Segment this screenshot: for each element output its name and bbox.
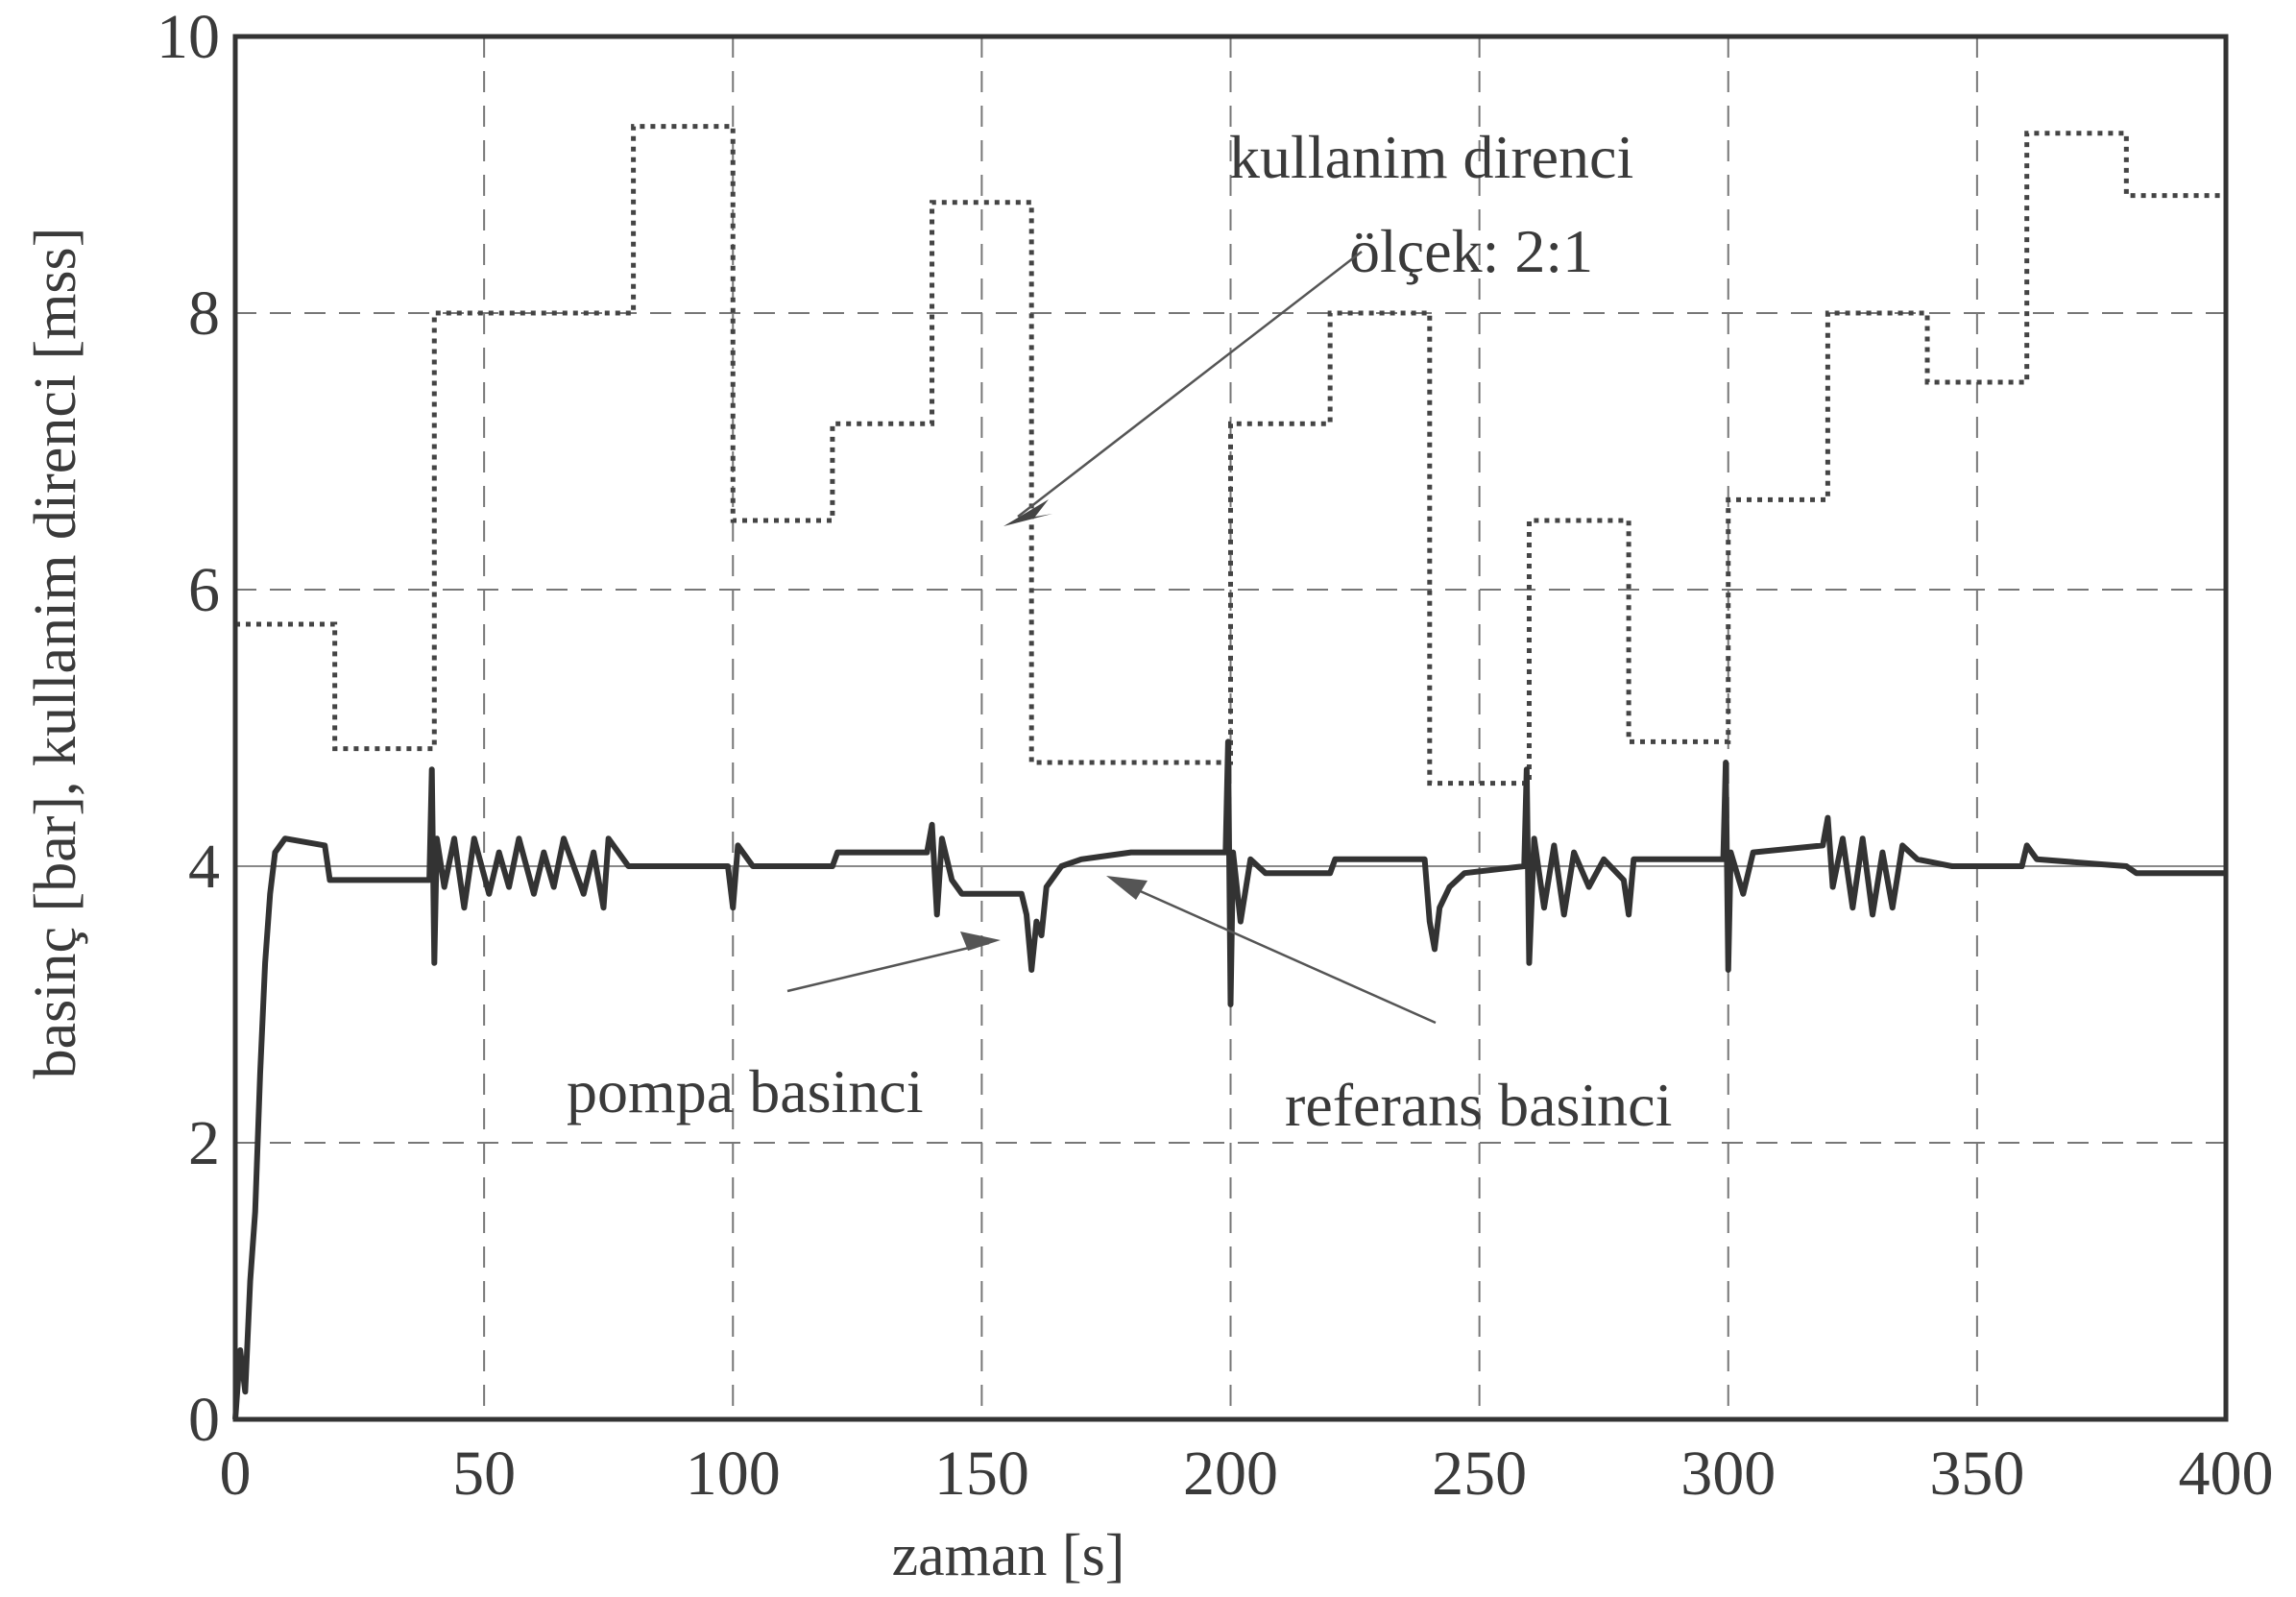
reference-arrowhead	[1106, 876, 1148, 900]
x-tick-label: 300	[1680, 1439, 1776, 1509]
y-tick-label: 10	[157, 2, 220, 72]
x-tick-label: 0	[220, 1439, 252, 1509]
plot-frame	[232, 34, 2229, 1422]
reference-annotation: referans basinci	[1285, 1071, 1672, 1139]
resistance-line	[235, 124, 2226, 786]
pump-arrowhead	[960, 932, 1001, 951]
x-tick-label: 350	[1929, 1439, 2024, 1509]
pump-pressure-line	[232, 738, 2226, 1420]
y-tick-label: 8	[188, 278, 220, 349]
grid-lines	[235, 36, 2226, 1419]
x-axis-title: zaman [s]	[892, 1523, 1125, 1588]
reference-arrow	[1118, 880, 1437, 1025]
annotation-arrows	[786, 251, 1437, 1025]
x-tick-label: 100	[686, 1439, 781, 1509]
y-tick-labels: 0 2 4 6 8 10	[157, 2, 220, 1455]
y-tick-label: 0	[188, 1385, 220, 1455]
resistance-annotation-line2: ölçek: 2:1	[1349, 217, 1593, 285]
resistance-arrow	[1017, 251, 1363, 518]
pump-arrow	[786, 941, 990, 993]
pump-annotation: pompa basinci	[567, 1057, 923, 1125]
x-tick-label: 200	[1183, 1439, 1278, 1509]
x-tick-label: 150	[934, 1439, 1029, 1509]
x-tick-label: 50	[452, 1439, 516, 1509]
y-tick-label: 4	[188, 832, 220, 902]
y-tick-label: 2	[188, 1108, 220, 1178]
resistance-series	[235, 124, 2226, 786]
y-axis-title: basinç [bar], kullanim direnci [mss]	[23, 228, 88, 1079]
resistance-arrowhead	[1003, 499, 1052, 526]
x-tick-label: 400	[2179, 1439, 2274, 1509]
resistance-annotation-line1: kullanim direnci	[1229, 123, 1633, 191]
x-tick-labels: 0 50 100 150 200 250 300 350 400	[220, 1439, 2274, 1509]
pump-pressure-series	[232, 738, 2226, 1420]
x-tick-label: 250	[1432, 1439, 1527, 1509]
y-tick-label: 6	[188, 555, 220, 625]
